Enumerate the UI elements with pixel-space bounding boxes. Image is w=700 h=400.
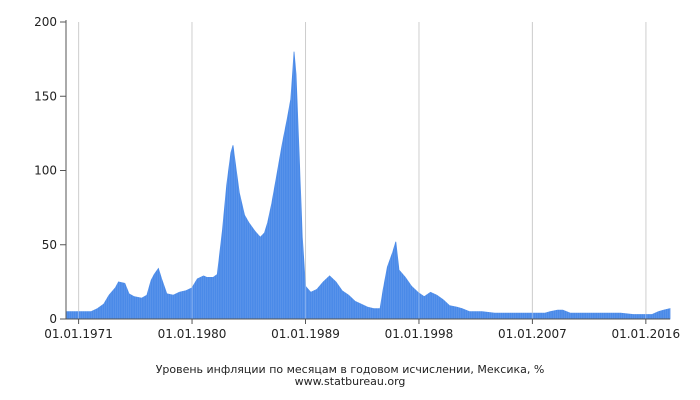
y-tick-label: 150: [34, 89, 57, 103]
y-tick-label: 200: [34, 15, 57, 29]
x-tick-label: 01.01.1980: [158, 327, 227, 341]
x-tick-label: 01.01.1971: [44, 327, 113, 341]
x-tick-label: 01.01.2007: [498, 327, 567, 341]
inflation-area: [65, 51, 671, 320]
x-tick-label: 01.01.2016: [611, 327, 680, 341]
chart-title: Уровень инфляции по месяцам в годовом ис…: [155, 363, 545, 376]
tick-labels: 0 50 100 150 200 01.01.1971 01.01.1980 01.01.19…: [34, 15, 680, 341]
x-tick-label: 01.01.1989: [271, 327, 340, 341]
inflation-area-series: [65, 22, 671, 320]
y-tick-label: 0: [49, 312, 57, 326]
chart-source: www.statbureau.org: [294, 375, 406, 388]
y-tick-label: 100: [34, 164, 57, 178]
axes: [60, 20, 670, 324]
x-tick-label: 01.01.1998: [385, 327, 454, 341]
y-tick-label: 50: [42, 238, 57, 252]
